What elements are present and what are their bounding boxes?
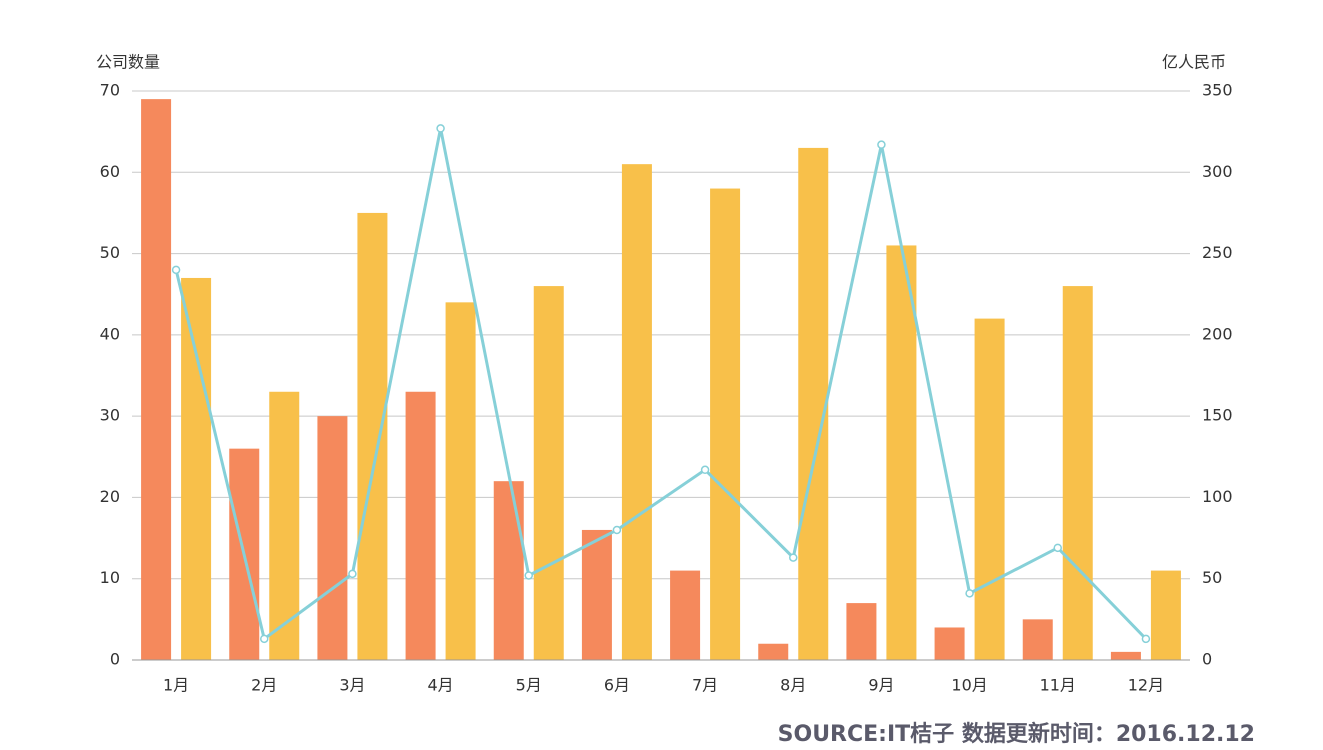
bar bbox=[670, 570, 701, 660]
x-tick-label: 1月 bbox=[163, 676, 189, 695]
bar bbox=[934, 627, 965, 660]
bar bbox=[621, 164, 652, 660]
x-tick-label: 5月 bbox=[516, 676, 542, 695]
line-point bbox=[436, 124, 445, 133]
y2-tick-label: 300 bbox=[1202, 162, 1233, 181]
x-tick-label: 12月 bbox=[1128, 676, 1164, 695]
bar bbox=[269, 391, 300, 660]
y-tick-label: 40 bbox=[100, 324, 120, 343]
bar bbox=[1150, 570, 1181, 660]
line-point bbox=[171, 265, 181, 275]
y2-tick-label: 100 bbox=[1202, 487, 1233, 506]
bar bbox=[141, 99, 172, 661]
bar bbox=[974, 318, 1005, 660]
y-axis-title: 公司数量 bbox=[96, 53, 160, 72]
line-point bbox=[524, 571, 533, 580]
bar bbox=[181, 277, 212, 660]
x-tick-label: 6月 bbox=[604, 676, 630, 695]
line-point bbox=[700, 465, 710, 475]
bar bbox=[581, 529, 612, 660]
x-tick-label: 11月 bbox=[1040, 676, 1076, 695]
bar bbox=[1022, 619, 1053, 660]
bar bbox=[357, 212, 388, 660]
x-tick-label: 4月 bbox=[427, 676, 453, 695]
y2-tick-label: 200 bbox=[1202, 324, 1233, 343]
y-tick-label: 50 bbox=[100, 243, 120, 262]
line-point bbox=[877, 140, 886, 149]
bar bbox=[710, 188, 741, 661]
bar bbox=[758, 643, 789, 660]
y-tick-label: 30 bbox=[100, 406, 120, 425]
source-note: SOURCE:IT桔子 数据更新时间：2016.12.12 bbox=[778, 721, 1255, 747]
y2-axis-title: 亿人民币 bbox=[1162, 53, 1226, 72]
bar bbox=[493, 481, 524, 660]
x-tick-label: 10月 bbox=[951, 676, 987, 695]
x-tick-label: 7月 bbox=[692, 676, 718, 695]
x-tick-label: 9月 bbox=[868, 676, 894, 695]
y2-tick-label: 150 bbox=[1202, 406, 1233, 425]
bar bbox=[1062, 286, 1093, 660]
y2-tick-label: 0 bbox=[1202, 650, 1212, 669]
y-tick-label: 20 bbox=[100, 487, 120, 506]
x-tick-label: 8月 bbox=[780, 676, 806, 695]
x-tick-label: 2月 bbox=[251, 676, 277, 695]
bar bbox=[886, 245, 917, 660]
bar bbox=[405, 391, 436, 660]
line-point bbox=[1141, 634, 1151, 644]
line-point bbox=[612, 525, 622, 535]
line-point bbox=[1053, 543, 1062, 553]
line-point bbox=[348, 569, 357, 579]
y-tick-label: 10 bbox=[100, 568, 120, 587]
line-point bbox=[789, 553, 798, 562]
bar bbox=[798, 147, 829, 660]
bar bbox=[846, 603, 877, 660]
bar bbox=[533, 286, 564, 660]
y-tick-label: 60 bbox=[100, 162, 120, 181]
bar bbox=[1110, 651, 1141, 660]
bar bbox=[445, 302, 476, 660]
x-tick-label: 3月 bbox=[339, 676, 365, 695]
y2-tick-label: 50 bbox=[1202, 568, 1222, 587]
line-point bbox=[260, 634, 269, 644]
y2-tick-label: 250 bbox=[1202, 243, 1233, 262]
y-tick-label: 0 bbox=[110, 650, 120, 669]
bar bbox=[317, 416, 348, 660]
y-tick-label: 70 bbox=[100, 81, 120, 100]
line-series bbox=[174, 128, 1147, 642]
line-point bbox=[965, 589, 974, 598]
y2-tick-label: 350 bbox=[1202, 81, 1233, 100]
